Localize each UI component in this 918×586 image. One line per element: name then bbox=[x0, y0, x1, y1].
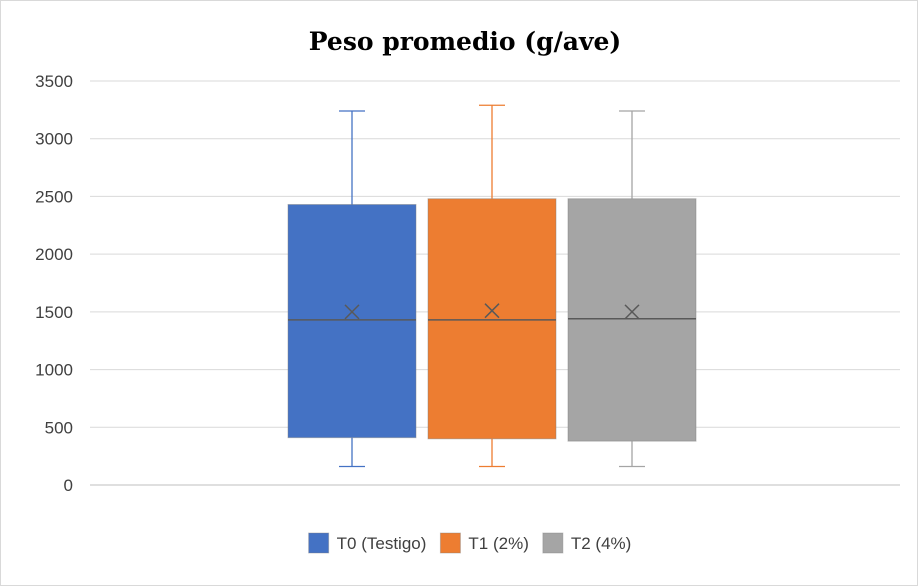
mean-marker bbox=[344, 304, 360, 320]
legend[interactable]: T0 (Testigo) T1 (2%) T2 (4%) bbox=[308, 532, 632, 554]
legend-item-2[interactable]: T2 (4%) bbox=[542, 532, 631, 554]
y-tick-label: 1500 bbox=[35, 303, 73, 322]
gridlines bbox=[90, 80, 900, 428]
y-tick-label: 500 bbox=[45, 418, 73, 437]
boxes bbox=[287, 104, 697, 468]
box-iqr bbox=[567, 198, 697, 442]
legend-label: T1 (2%) bbox=[468, 534, 528, 553]
y-tick-label: 3500 bbox=[35, 72, 73, 91]
box-iqr bbox=[427, 198, 557, 440]
legend-swatch bbox=[439, 532, 461, 554]
chart-title: Peso promedio (g/ave) bbox=[309, 27, 621, 56]
legend-label: T0 (Testigo) bbox=[337, 534, 427, 553]
legend-swatch bbox=[542, 532, 564, 554]
y-tick-label: 2500 bbox=[35, 187, 73, 206]
y-tick-label: 0 bbox=[64, 476, 73, 495]
mean-marker bbox=[484, 303, 500, 319]
box-series-0[interactable] bbox=[287, 110, 417, 468]
legend-swatch bbox=[308, 532, 330, 554]
legend-item-0[interactable]: T0 (Testigo) bbox=[308, 532, 427, 554]
box-iqr bbox=[287, 204, 417, 439]
y-tick-label: 2000 bbox=[35, 245, 73, 264]
mean-marker bbox=[624, 304, 640, 320]
y-tick-label: 1000 bbox=[35, 361, 73, 380]
box-series-1[interactable] bbox=[427, 104, 557, 468]
y-axis-ticks: 0 500 1000 1500 2000 2500 3000 3500 bbox=[35, 72, 73, 495]
y-tick-label: 3000 bbox=[35, 130, 73, 149]
legend-label: T2 (4%) bbox=[571, 534, 631, 553]
legend-item-1[interactable]: T1 (2%) bbox=[439, 532, 529, 554]
box-series-2[interactable] bbox=[567, 110, 697, 468]
